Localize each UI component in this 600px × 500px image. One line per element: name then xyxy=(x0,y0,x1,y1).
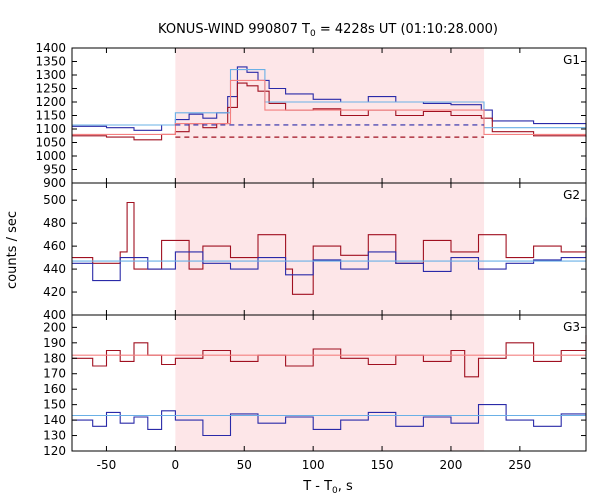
y-tick-label: 1300 xyxy=(35,68,66,82)
y-tick-label: 460 xyxy=(43,239,66,253)
y-tick-label: 130 xyxy=(43,429,66,443)
y-tick-label: 500 xyxy=(43,193,66,207)
y-tick-label: 1100 xyxy=(35,122,66,136)
series-line-dark-blue xyxy=(72,404,587,437)
y-tick-label: 480 xyxy=(43,216,66,230)
x-tick-label: 0 xyxy=(172,458,180,472)
highlight-band xyxy=(175,315,485,451)
chart-title: KONUS-WIND 990807 T0 = 4228s UT (01:10:2… xyxy=(158,22,498,39)
y-axis-label: counts / sec xyxy=(5,211,20,289)
panel-label: G3 xyxy=(563,320,580,334)
y-tick-label: 180 xyxy=(43,351,66,365)
panel-g1: 9009501000105011001150120012501300135014… xyxy=(35,41,587,190)
y-tick-label: 950 xyxy=(43,163,66,177)
panel-label: G2 xyxy=(563,188,580,202)
y-tick-label: 1200 xyxy=(35,95,66,109)
y-tick-label: 1000 xyxy=(35,149,66,163)
highlight-band xyxy=(175,183,485,315)
y-tick-label: 160 xyxy=(43,382,66,396)
highlight-band xyxy=(175,48,485,183)
y-tick-label: 1400 xyxy=(35,41,66,55)
y-tick-label: 1350 xyxy=(35,55,66,69)
panel-label: G1 xyxy=(563,53,580,67)
y-tick-label: 440 xyxy=(43,262,66,276)
x-tick-label: 200 xyxy=(440,458,463,472)
x-tick-label: -50 xyxy=(97,458,117,472)
y-tick-label: 120 xyxy=(43,444,66,458)
x-axis-label: T - T0, s xyxy=(302,479,353,496)
y-tick-label: 400 xyxy=(43,308,66,322)
y-tick-label: 1250 xyxy=(35,82,66,96)
series-line-light-red xyxy=(72,79,586,135)
y-tick-label: 190 xyxy=(43,336,66,350)
y-tick-label: 1150 xyxy=(35,109,66,123)
y-tick-label: 170 xyxy=(43,367,66,381)
series-line-dark-red xyxy=(72,335,587,378)
x-tick-label: 50 xyxy=(237,458,252,472)
y-tick-label: 140 xyxy=(43,413,66,427)
panels-group: 9009501000105011001150120012501300135014… xyxy=(35,41,587,472)
y-tick-label: 900 xyxy=(43,176,66,190)
x-tick-label: 250 xyxy=(508,458,531,472)
y-tick-label: 200 xyxy=(43,320,66,334)
x-tick-label: 100 xyxy=(302,458,325,472)
panel-frame xyxy=(71,314,587,452)
y-tick-label: 150 xyxy=(43,398,66,412)
y-tick-label: 420 xyxy=(43,285,66,299)
series-line-dark-blue xyxy=(72,217,587,282)
series-line-dark-red xyxy=(72,201,587,295)
y-tick-label: 1050 xyxy=(35,136,66,150)
x-tick-label: 150 xyxy=(371,458,394,472)
panel-g2: 400 420 440 460 480 500 G2 xyxy=(43,182,587,322)
